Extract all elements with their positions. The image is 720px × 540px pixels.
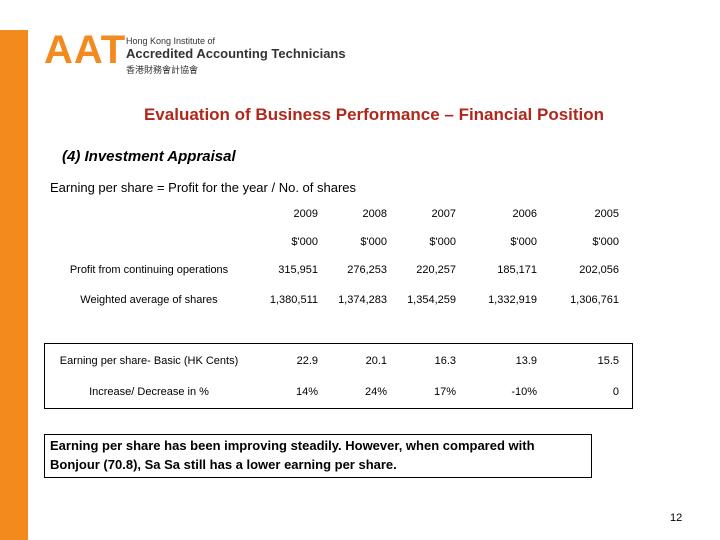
note-line: Bonjour (70.8), Sa Sa still has a lower … [50,457,397,472]
summary-box [44,343,633,409]
cell: 14% [295,386,318,398]
row-label: Profit from continuing operations [69,264,229,276]
row-label: Earning per share- Basic (HK Cents) [59,355,239,367]
unit: $'000 [429,236,456,248]
unit: $'000 [291,236,318,248]
subtitle: (4) Investment Appraisal [62,148,236,165]
row-label: Increase/ Decrease in % [89,386,209,398]
column-header: 2006 [512,208,537,220]
cell: 1,380,511 [269,294,318,306]
cell: 1,374,283 [338,294,387,306]
cell: 185,171 [497,264,537,276]
org-line: 香港財務會計協會 [126,65,199,75]
cell: -10% [511,386,537,398]
column-header: 2007 [431,208,456,220]
column-header: 2005 [594,208,619,220]
page-number: 12 [670,512,683,524]
cell: 1,306,761 [570,294,619,306]
cell: 220,257 [416,264,456,276]
row-label: Weighted average of shares [80,294,218,306]
cell: 315,951 [278,264,318,276]
cell: 13.9 [515,355,537,367]
note-line: Earning per share has been improving ste… [50,438,535,453]
formula: Earning per share = Profit for the year … [50,180,357,195]
cell: 17% [433,386,456,398]
org-line: Accredited Accounting Technicians [126,46,346,61]
unit: $'000 [592,236,619,248]
cell: 202,056 [579,264,619,276]
cell: 16.3 [434,355,456,367]
side-bar [0,30,28,540]
unit: $'000 [510,236,537,248]
cell: 1,354,259 [407,294,456,306]
title: Evaluation of Business Performance – Fin… [143,105,605,124]
unit: $'000 [360,236,387,248]
cell: 1,332,919 [488,294,537,306]
column-header: 2008 [362,208,387,220]
cell: 276,253 [347,264,387,276]
cell: 24% [364,386,387,398]
note-box [44,434,592,478]
cell: 22.9 [296,355,318,367]
column-header: 2009 [293,208,318,220]
org-line: Hong Kong Institute of [126,36,216,46]
logo: AAT [44,28,127,72]
cell: 0 [612,386,619,398]
cell: 15.5 [597,355,619,367]
cell: 20.1 [365,355,387,367]
